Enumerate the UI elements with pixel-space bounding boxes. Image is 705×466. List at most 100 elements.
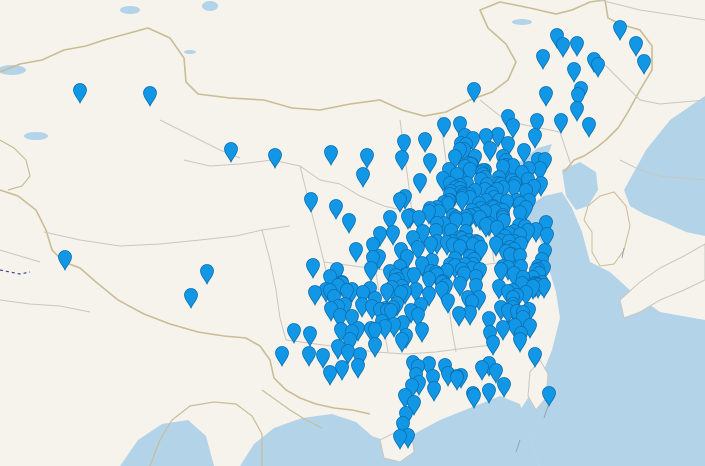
- map-pin-icon[interactable]: [536, 49, 550, 71]
- map-pin-icon[interactable]: [423, 153, 437, 175]
- map-pin-icon[interactable]: [582, 117, 596, 139]
- map-pin-icon[interactable]: [497, 377, 511, 399]
- map-pin-icon[interactable]: [364, 261, 378, 283]
- map-pin-icon[interactable]: [530, 113, 544, 135]
- map-pin-icon[interactable]: [412, 210, 426, 232]
- map-pin-icon[interactable]: [342, 213, 356, 235]
- map-pin-icon[interactable]: [268, 148, 282, 170]
- map-pin-icon[interactable]: [422, 356, 436, 378]
- map-pin-icon[interactable]: [570, 36, 584, 58]
- map-pin-icon[interactable]: [143, 86, 157, 108]
- map-pin-icon[interactable]: [397, 134, 411, 156]
- map-pin-icon[interactable]: [479, 217, 493, 239]
- map-pin-icon[interactable]: [329, 199, 343, 221]
- map-pin-icon[interactable]: [351, 358, 365, 380]
- map-pin-icon[interactable]: [537, 278, 551, 300]
- map-pin-icon[interactable]: [316, 348, 330, 370]
- map-pin-icon[interactable]: [540, 227, 554, 249]
- map-pin-icon[interactable]: [413, 173, 427, 195]
- map-pin-icon[interactable]: [629, 36, 643, 58]
- map-pin-icon[interactable]: [360, 148, 374, 170]
- map-pin-icon[interactable]: [517, 143, 531, 165]
- map-pin-icon[interactable]: [411, 240, 425, 262]
- map-pin-icon[interactable]: [302, 346, 316, 368]
- map-pin-icon[interactable]: [395, 150, 409, 172]
- map-pin-icon[interactable]: [513, 205, 527, 227]
- map-pin-icon[interactable]: [303, 326, 317, 348]
- map-pin-icon[interactable]: [437, 117, 451, 139]
- map-pin-icon[interactable]: [479, 128, 493, 150]
- map-pin-icon[interactable]: [184, 288, 198, 310]
- map-pin-icon[interactable]: [506, 118, 520, 140]
- map-pin-icon[interactable]: [507, 179, 521, 201]
- map-pin-icon[interactable]: [407, 267, 421, 289]
- map-pin-icon[interactable]: [475, 360, 489, 382]
- map-pin-icon[interactable]: [494, 262, 508, 284]
- map-pin-icon[interactable]: [275, 346, 289, 368]
- map-pin-icon[interactable]: [482, 311, 496, 333]
- map-pin-icon[interactable]: [448, 149, 462, 171]
- map-pin-icon[interactable]: [224, 142, 238, 164]
- map-pin-icon[interactable]: [513, 332, 527, 354]
- map-pin-icon[interactable]: [528, 347, 542, 369]
- map-pin-icon[interactable]: [340, 283, 354, 305]
- map-pin-icon[interactable]: [452, 306, 466, 328]
- map-pin-icon[interactable]: [467, 388, 481, 410]
- map-pin-icon[interactable]: [415, 322, 429, 344]
- map-pin-icon[interactable]: [482, 383, 496, 405]
- map-pin-icon[interactable]: [356, 167, 370, 189]
- map-pin-icon[interactable]: [463, 162, 477, 184]
- map-pin-icon[interactable]: [73, 83, 87, 105]
- map-pin-icon[interactable]: [570, 101, 584, 123]
- map-pin-icon[interactable]: [450, 370, 464, 392]
- map-pin-icon[interactable]: [591, 57, 605, 79]
- map-pin-icon[interactable]: [380, 283, 394, 305]
- map-pin-icon[interactable]: [637, 54, 651, 76]
- map-pin-icon[interactable]: [542, 386, 556, 408]
- map-pin-icon[interactable]: [554, 113, 568, 135]
- map-pin-icon[interactable]: [533, 161, 547, 183]
- map-pin-icon[interactable]: [368, 337, 382, 359]
- map-pin-icon[interactable]: [306, 258, 320, 280]
- map-pin-icon[interactable]: [304, 192, 318, 214]
- map-pin-icon[interactable]: [463, 305, 477, 327]
- map-pin-icon[interactable]: [424, 236, 438, 258]
- map-pin-icon[interactable]: [556, 37, 570, 59]
- map-pin-icon[interactable]: [455, 191, 469, 213]
- map-pin-icon[interactable]: [324, 145, 338, 167]
- map-pin-icon[interactable]: [341, 344, 355, 366]
- map-pin-icon[interactable]: [467, 82, 481, 104]
- map-pin-icon[interactable]: [200, 264, 214, 286]
- map-pin-icon[interactable]: [496, 320, 510, 342]
- map-pin-icon[interactable]: [393, 192, 407, 214]
- map-pin-icon[interactable]: [567, 62, 581, 84]
- map-pin-icon[interactable]: [335, 360, 349, 382]
- map-pin-icon[interactable]: [489, 363, 503, 385]
- map-pin-icon[interactable]: [528, 128, 542, 150]
- map-pin-icon[interactable]: [393, 429, 407, 451]
- map-pin-icon[interactable]: [441, 293, 455, 315]
- map-pin-icon[interactable]: [483, 141, 497, 163]
- map-pin-icon[interactable]: [395, 332, 409, 354]
- map-pin-icon[interactable]: [411, 307, 425, 329]
- map-pin-icon[interactable]: [501, 136, 515, 158]
- map-pin-icon[interactable]: [418, 132, 432, 154]
- map-pin-icon[interactable]: [427, 381, 441, 403]
- map-pin-icon[interactable]: [386, 225, 400, 247]
- map-pin-icon[interactable]: [323, 365, 337, 387]
- map-pin-icon[interactable]: [453, 276, 467, 298]
- map-pin-icon[interactable]: [486, 335, 500, 357]
- map-pin-icon[interactable]: [287, 323, 301, 345]
- map-pin-icon[interactable]: [459, 212, 473, 234]
- map-pin-icon[interactable]: [368, 322, 382, 344]
- map-pin-icon[interactable]: [308, 285, 322, 307]
- map-pin-icon[interactable]: [422, 271, 436, 293]
- map-pin-icon[interactable]: [58, 250, 72, 272]
- map-pin-icon[interactable]: [349, 242, 363, 264]
- map-pin-icon[interactable]: [539, 86, 553, 108]
- map-pin-icon[interactable]: [401, 209, 415, 231]
- map-pin-icon[interactable]: [383, 210, 397, 232]
- map-pin-icon[interactable]: [571, 87, 585, 109]
- map-pin-icon[interactable]: [613, 20, 627, 42]
